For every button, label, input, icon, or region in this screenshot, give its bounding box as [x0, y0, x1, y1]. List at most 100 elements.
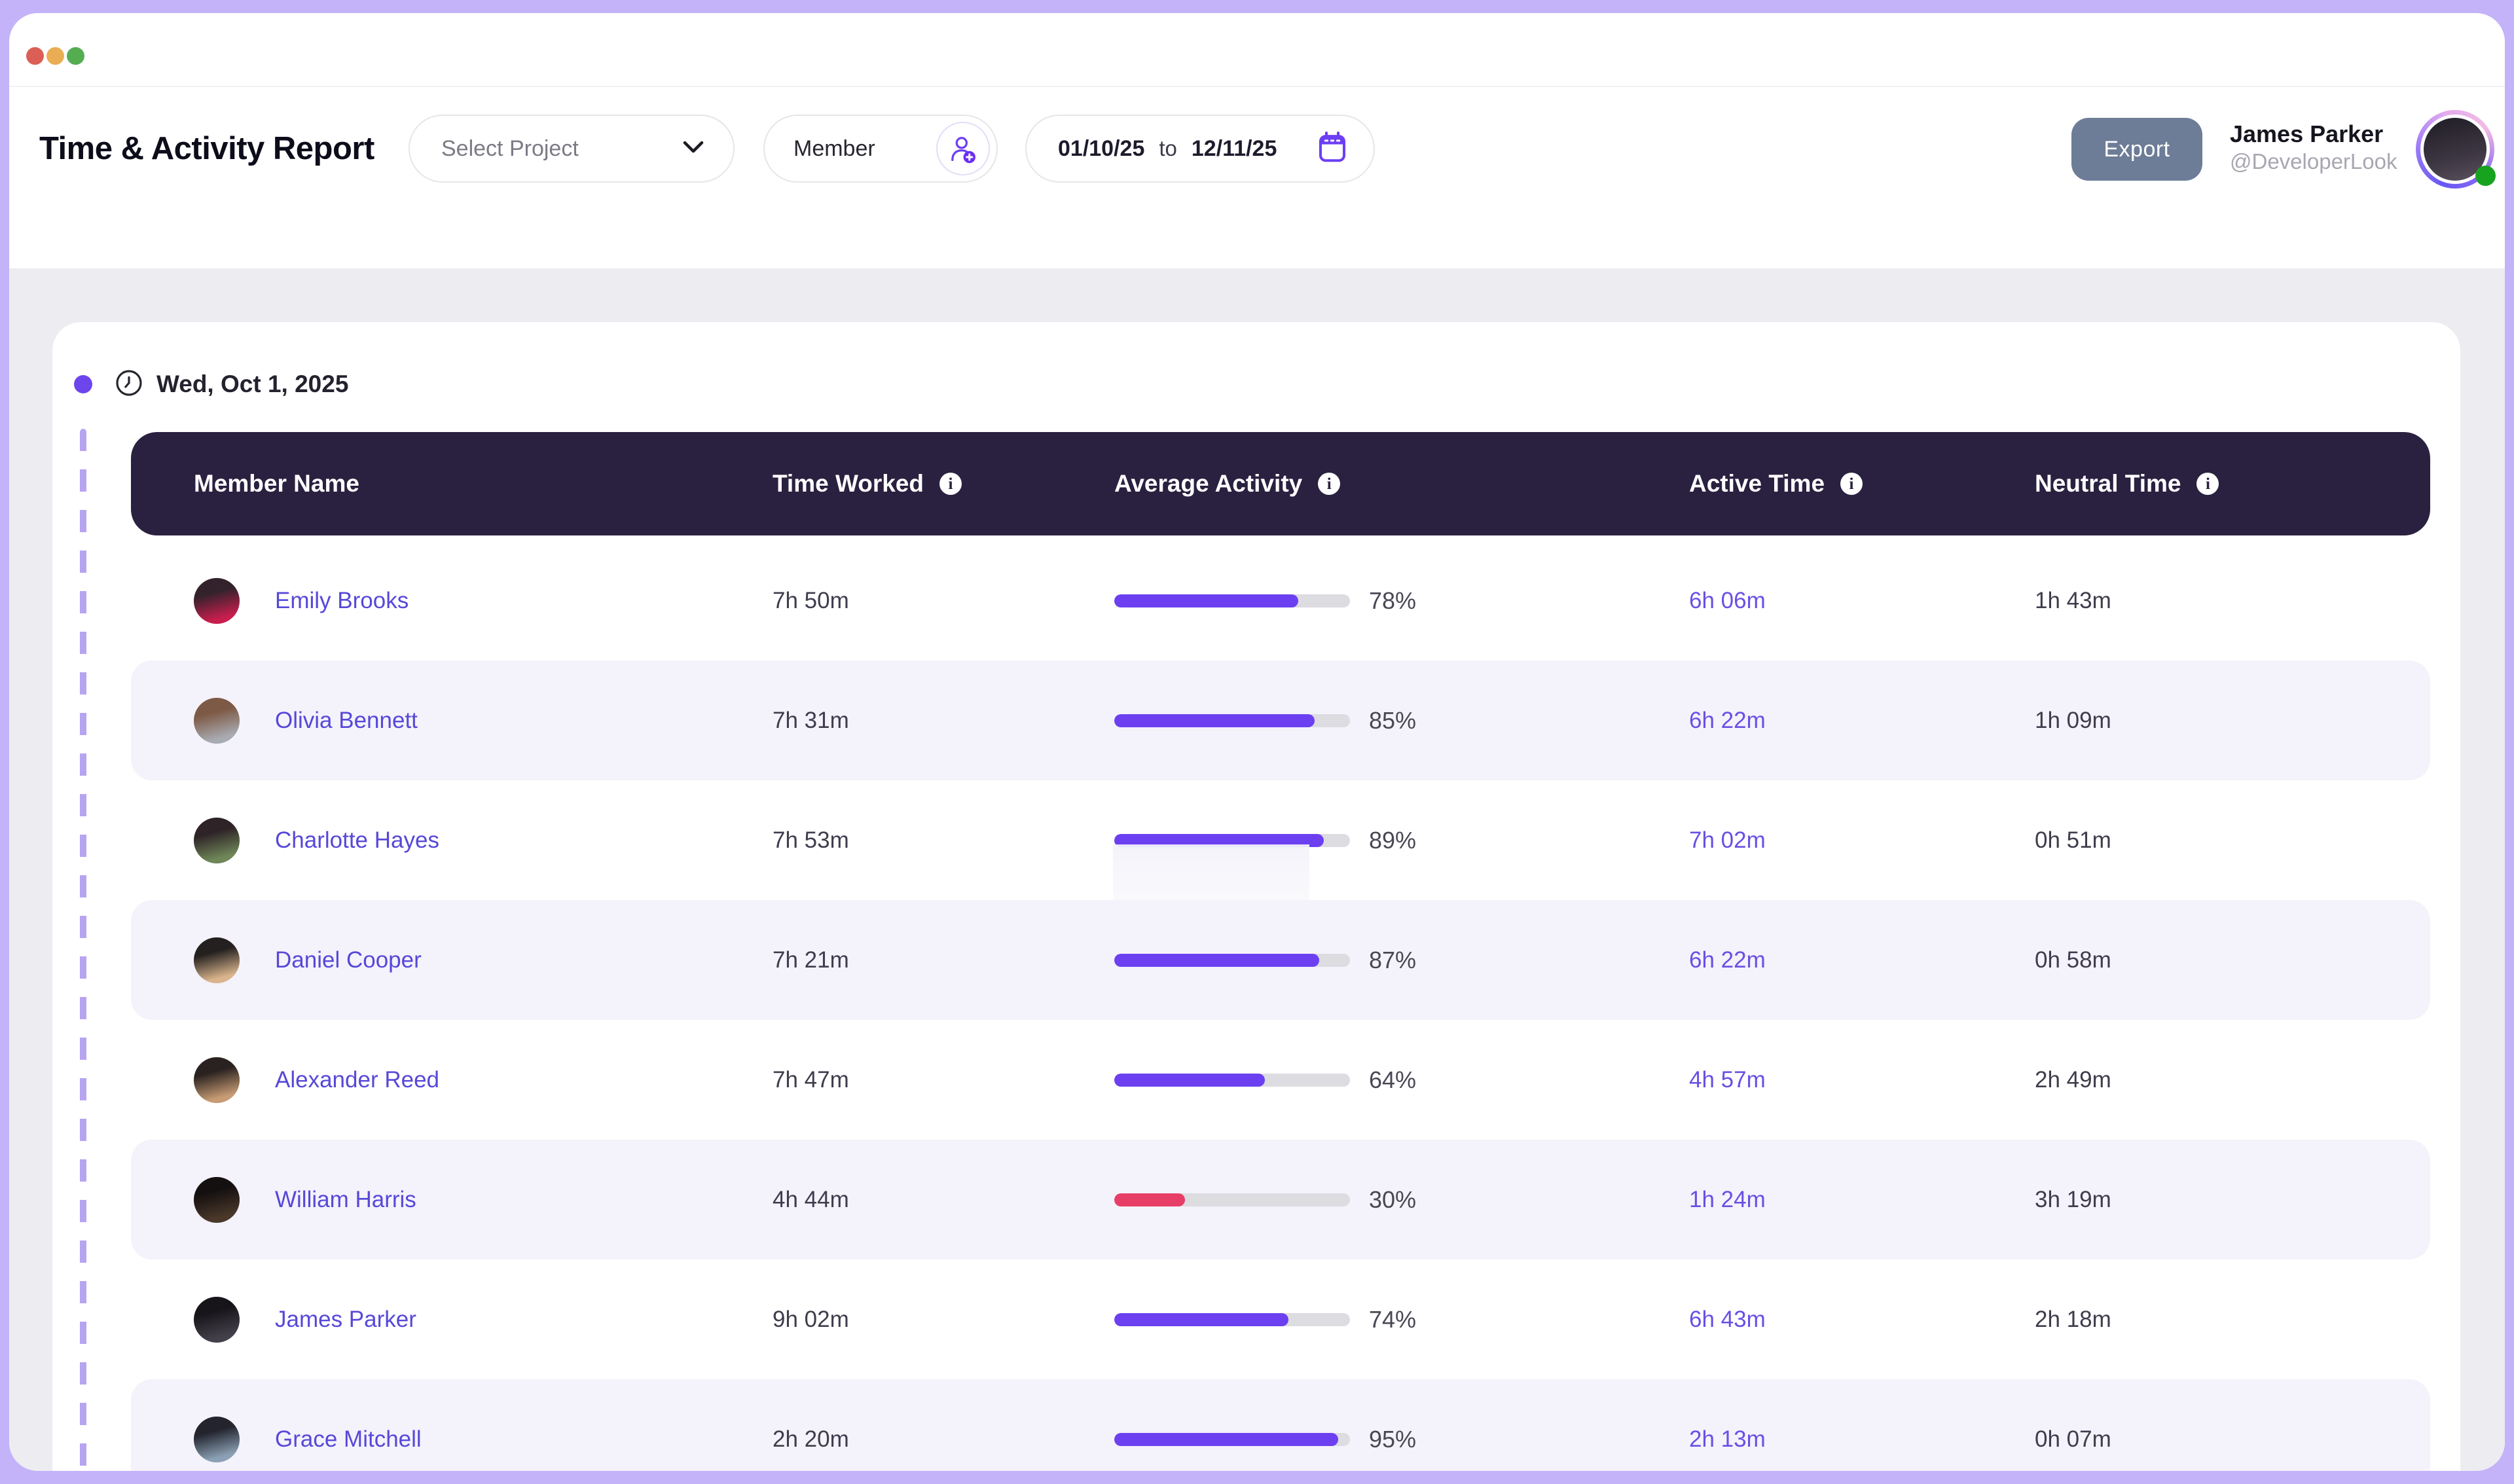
table-row[interactable]: Alexander Reed 7h 47m 64% 4h 57m 2h 49m — [131, 1020, 2430, 1140]
table-row[interactable]: William Harris 4h 44m 30% 1h 24m 3h 19m — [131, 1140, 2430, 1259]
user-handle: @DeveloperLook — [2230, 149, 2397, 173]
member-name-link[interactable]: Grace Mitchell — [275, 1426, 422, 1452]
date-range-picker[interactable]: 01/10/25 to 12/11/25 — [1025, 115, 1375, 183]
member-name-link[interactable]: Charlotte Hayes — [275, 827, 439, 853]
clock-icon — [115, 369, 143, 401]
activity-progress-bar — [1114, 1193, 1350, 1206]
timeline-dashed-line — [80, 429, 86, 1471]
project-select-dropdown[interactable]: Select Project — [409, 115, 735, 183]
table-header: Member Name Time Worked Average Activity… — [131, 432, 2430, 535]
active-time-value: 1h 24m — [1689, 1186, 1766, 1212]
table-row[interactable]: Daniel Cooper 7h 21m 87% 6h 22m 0h 58m — [131, 900, 2430, 1020]
neutral-time-value: 1h 09m — [2035, 707, 2111, 733]
chevron-down-icon — [682, 140, 704, 158]
neutral-time-value: 1h 43m — [2035, 587, 2111, 613]
member-avatar — [194, 817, 240, 863]
neutral-time-value: 2h 18m — [2035, 1306, 2111, 1332]
activity-percent: 87% — [1369, 946, 1417, 973]
activity-percent: 74% — [1369, 1305, 1417, 1333]
activity-progress-bar — [1114, 1432, 1350, 1446]
info-icon[interactable] — [1318, 473, 1341, 495]
table-row[interactable]: Grace Mitchell 2h 20m 95% 2h 13m 0h 07m — [131, 1379, 2430, 1471]
minimize-window-button[interactable] — [46, 47, 64, 65]
member-name-link[interactable]: Daniel Cooper — [275, 947, 422, 973]
neutral-time-value: 0h 51m — [2035, 827, 2111, 853]
member-name-link[interactable]: William Harris — [275, 1186, 416, 1212]
member-avatar — [194, 1176, 240, 1223]
user-avatar[interactable] — [2416, 110, 2496, 189]
column-header-average-activity: Average Activity — [1114, 470, 1341, 498]
info-icon[interactable] — [1840, 473, 1863, 495]
activity-percent: 95% — [1369, 1425, 1417, 1453]
activity-percent: 78% — [1369, 587, 1417, 614]
app-window: Time & Activity Report Select Project Me… — [9, 13, 2505, 1471]
member-name-link[interactable]: James Parker — [275, 1306, 416, 1332]
member-select-dropdown[interactable]: Member — [763, 115, 998, 183]
time-worked-value: 4h 44m — [773, 1186, 849, 1212]
time-worked-value: 2h 20m — [773, 1426, 849, 1452]
active-time-value: 7h 02m — [1689, 827, 1766, 853]
member-select-label: Member — [793, 136, 875, 161]
activity-percent: 64% — [1369, 1066, 1417, 1093]
time-worked-value: 9h 02m — [773, 1306, 849, 1332]
activity-progress-fill — [1114, 714, 1315, 727]
user-info: James Parker @DeveloperLook — [2230, 120, 2397, 175]
table-row[interactable]: Charlotte Hayes 7h 53m 89% 7h 02m 0h 51m — [131, 780, 2430, 949]
active-time-value: 4h 57m — [1689, 1066, 1766, 1093]
time-worked-value: 7h 53m — [773, 827, 849, 853]
report-date-row: Wed, Oct 1, 2025 — [52, 361, 348, 407]
active-time-value: 2h 13m — [1689, 1426, 1766, 1452]
column-header-active-time: Active Time — [1689, 470, 1863, 498]
time-worked-value: 7h 31m — [773, 707, 849, 733]
member-avatar — [194, 577, 240, 624]
table-row[interactable]: James Parker 9h 02m 74% 6h 43m 2h 18m — [131, 1259, 2430, 1379]
member-name-link[interactable]: Emily Brooks — [275, 587, 409, 613]
window-titlebar — [9, 13, 2505, 87]
time-worked-value: 7h 21m — [773, 947, 849, 973]
zoom-window-button[interactable] — [67, 47, 84, 65]
active-time-value: 6h 06m — [1689, 587, 1766, 613]
active-time-value: 6h 43m — [1689, 1306, 1766, 1332]
project-select-label: Select Project — [441, 136, 579, 161]
activity-progress-fill — [1114, 1073, 1266, 1087]
activity-percent: 30% — [1369, 1185, 1417, 1213]
activity-progress-fill — [1114, 594, 1298, 607]
neutral-time-value: 0h 58m — [2035, 947, 2111, 973]
activity-progress-fill — [1114, 1432, 1338, 1446]
activity-table: Member Name Time Worked Average Activity… — [131, 432, 2430, 1471]
add-member-icon[interactable] — [936, 122, 990, 175]
active-time-value: 6h 22m — [1689, 947, 1766, 973]
date-range-separator: to — [1159, 136, 1177, 160]
column-header-time-worked: Time Worked — [773, 470, 962, 498]
time-worked-value: 7h 50m — [773, 587, 849, 613]
table-row[interactable]: Emily Brooks 7h 50m 78% 6h 06m 1h 43m — [131, 541, 2430, 661]
activity-progress-fill — [1114, 1193, 1185, 1206]
main-content: Wed, Oct 1, 2025 Member Name Time Worked… — [9, 268, 2505, 1471]
activity-progress-fill — [1114, 1312, 1289, 1326]
activity-progress-bar — [1114, 1073, 1350, 1087]
activity-percent: 85% — [1369, 706, 1417, 734]
member-avatar — [194, 1416, 240, 1462]
table-body: Emily Brooks 7h 50m 78% 6h 06m 1h 43m Ol… — [131, 541, 2430, 1471]
info-icon[interactable] — [939, 473, 962, 495]
date-range-end: 12/11/25 — [1191, 136, 1277, 161]
report-card: Wed, Oct 1, 2025 Member Name Time Worked… — [52, 322, 2460, 1471]
activity-progress-fill — [1114, 833, 1324, 847]
close-window-button[interactable] — [26, 47, 44, 65]
activity-progress-bar — [1114, 1312, 1350, 1326]
member-name-link[interactable]: Alexander Reed — [275, 1066, 439, 1093]
activity-progress-bar — [1114, 833, 1350, 847]
column-header-member-name: Member Name — [194, 470, 359, 497]
calendar-icon — [1315, 130, 1350, 168]
export-button[interactable]: Export — [2071, 118, 2202, 181]
info-icon[interactable] — [2196, 473, 2219, 495]
member-avatar — [194, 1057, 240, 1103]
online-status-indicator — [2475, 166, 2496, 186]
activity-progress-bar — [1114, 714, 1350, 727]
date-range-start: 01/10/25 — [1058, 136, 1145, 161]
table-row[interactable]: Olivia Bennett 7h 31m 85% 6h 22m 1h 09m — [131, 661, 2430, 780]
neutral-time-value: 0h 07m — [2035, 1426, 2111, 1452]
member-avatar — [194, 697, 240, 744]
neutral-time-value: 2h 49m — [2035, 1066, 2111, 1093]
member-name-link[interactable]: Olivia Bennett — [275, 707, 418, 733]
